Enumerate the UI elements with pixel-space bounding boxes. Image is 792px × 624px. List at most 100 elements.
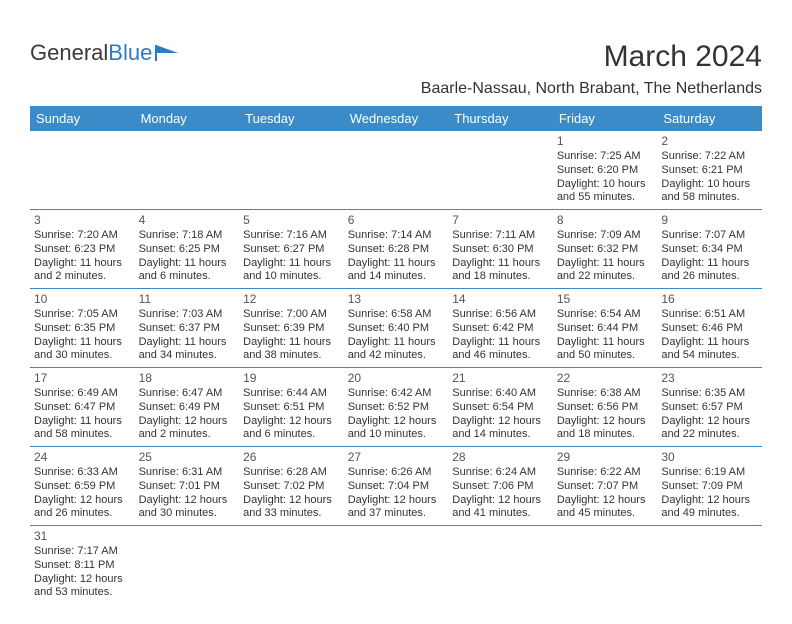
day-detail: Daylight: 12 hours — [557, 494, 654, 508]
day-detail: and 46 minutes. — [452, 349, 549, 363]
day-detail: Sunset: 6:49 PM — [139, 401, 236, 415]
day-detail: Sunset: 6:54 PM — [452, 401, 549, 415]
day-detail: and 26 minutes. — [34, 507, 131, 521]
day-number: 5 — [243, 213, 340, 228]
day-number: 10 — [34, 292, 131, 307]
weekday-header: Monday — [135, 106, 240, 131]
weekday-header: Friday — [553, 106, 658, 131]
day-detail: and 41 minutes. — [452, 507, 549, 521]
day-number: 3 — [34, 213, 131, 228]
day-number: 2 — [661, 134, 758, 149]
day-detail: Sunrise: 7:18 AM — [139, 229, 236, 243]
day-number: 23 — [661, 371, 758, 386]
day-detail: Daylight: 11 hours — [452, 336, 549, 350]
calendar-cell: 11Sunrise: 7:03 AMSunset: 6:37 PMDayligh… — [135, 289, 240, 368]
day-detail: and 50 minutes. — [557, 349, 654, 363]
calendar-cell — [30, 131, 135, 210]
day-detail: Sunrise: 6:40 AM — [452, 387, 549, 401]
calendar-cell: 15Sunrise: 6:54 AMSunset: 6:44 PMDayligh… — [553, 289, 658, 368]
day-detail: and 22 minutes. — [661, 428, 758, 442]
calendar-row: 24Sunrise: 6:33 AMSunset: 6:59 PMDayligh… — [30, 447, 762, 526]
calendar-cell: 28Sunrise: 6:24 AMSunset: 7:06 PMDayligh… — [448, 447, 553, 526]
day-detail: and 37 minutes. — [348, 507, 445, 521]
day-detail: Sunrise: 6:33 AM — [34, 466, 131, 480]
day-number: 26 — [243, 450, 340, 465]
day-number: 17 — [34, 371, 131, 386]
day-detail: Daylight: 11 hours — [348, 336, 445, 350]
day-detail: Daylight: 11 hours — [557, 336, 654, 350]
day-detail: Sunset: 6:21 PM — [661, 164, 758, 178]
day-detail: and 2 minutes. — [34, 270, 131, 284]
day-number: 21 — [452, 371, 549, 386]
calendar-cell: 16Sunrise: 6:51 AMSunset: 6:46 PMDayligh… — [657, 289, 762, 368]
day-detail: Sunrise: 6:22 AM — [557, 466, 654, 480]
calendar-row: 31Sunrise: 7:17 AMSunset: 8:11 PMDayligh… — [30, 526, 762, 605]
day-detail: Sunrise: 6:31 AM — [139, 466, 236, 480]
logo-text-2: Blue — [108, 40, 152, 66]
day-detail: Sunrise: 6:56 AM — [452, 308, 549, 322]
day-detail: Daylight: 10 hours — [661, 178, 758, 192]
day-detail: and 10 minutes. — [348, 428, 445, 442]
day-number: 22 — [557, 371, 654, 386]
day-detail: Sunset: 6:59 PM — [34, 480, 131, 494]
month-title: March 2024 — [421, 40, 762, 74]
day-detail: and 38 minutes. — [243, 349, 340, 363]
day-detail: Sunset: 6:28 PM — [348, 243, 445, 257]
calendar-table: SundayMondayTuesdayWednesdayThursdayFrid… — [30, 106, 762, 604]
day-detail: Sunrise: 7:05 AM — [34, 308, 131, 322]
calendar-cell: 10Sunrise: 7:05 AMSunset: 6:35 PMDayligh… — [30, 289, 135, 368]
calendar-cell — [448, 526, 553, 605]
calendar-cell — [344, 526, 449, 605]
day-detail: Sunset: 7:07 PM — [557, 480, 654, 494]
day-detail: Daylight: 11 hours — [139, 336, 236, 350]
day-detail: Daylight: 12 hours — [34, 573, 131, 587]
day-detail: Sunrise: 6:26 AM — [348, 466, 445, 480]
day-number: 29 — [557, 450, 654, 465]
day-detail: and 6 minutes. — [243, 428, 340, 442]
page: GeneralBlue March 2024 Baarle-Nassau, No… — [0, 0, 792, 624]
day-detail: and 22 minutes. — [557, 270, 654, 284]
day-detail: Daylight: 11 hours — [34, 415, 131, 429]
calendar-cell: 25Sunrise: 6:31 AMSunset: 7:01 PMDayligh… — [135, 447, 240, 526]
day-detail: Daylight: 11 hours — [348, 257, 445, 271]
title-block: March 2024 Baarle-Nassau, North Brabant,… — [421, 40, 762, 98]
day-detail: Daylight: 11 hours — [452, 257, 549, 271]
day-detail: Sunset: 6:20 PM — [557, 164, 654, 178]
day-detail: Sunrise: 7:00 AM — [243, 308, 340, 322]
calendar-cell: 7Sunrise: 7:11 AMSunset: 6:30 PMDaylight… — [448, 210, 553, 289]
day-number: 8 — [557, 213, 654, 228]
calendar-cell: 12Sunrise: 7:00 AMSunset: 6:39 PMDayligh… — [239, 289, 344, 368]
day-detail: Sunset: 6:34 PM — [661, 243, 758, 257]
day-detail: and 18 minutes. — [557, 428, 654, 442]
day-detail: Sunset: 7:02 PM — [243, 480, 340, 494]
day-detail: Sunrise: 7:16 AM — [243, 229, 340, 243]
day-detail: and 2 minutes. — [139, 428, 236, 442]
day-detail: and 49 minutes. — [661, 507, 758, 521]
day-detail: Daylight: 10 hours — [557, 178, 654, 192]
day-detail: Sunset: 6:25 PM — [139, 243, 236, 257]
calendar-cell: 5Sunrise: 7:16 AMSunset: 6:27 PMDaylight… — [239, 210, 344, 289]
day-detail: Sunrise: 6:44 AM — [243, 387, 340, 401]
calendar-cell: 3Sunrise: 7:20 AMSunset: 6:23 PMDaylight… — [30, 210, 135, 289]
calendar-cell: 29Sunrise: 6:22 AMSunset: 7:07 PMDayligh… — [553, 447, 658, 526]
day-detail: Sunrise: 6:28 AM — [243, 466, 340, 480]
day-number: 27 — [348, 450, 445, 465]
logo-flag-icon — [154, 43, 180, 63]
calendar-cell: 27Sunrise: 6:26 AMSunset: 7:04 PMDayligh… — [344, 447, 449, 526]
day-detail: Daylight: 12 hours — [243, 494, 340, 508]
calendar-cell: 22Sunrise: 6:38 AMSunset: 6:56 PMDayligh… — [553, 368, 658, 447]
day-detail: Sunrise: 7:17 AM — [34, 545, 131, 559]
day-number: 14 — [452, 292, 549, 307]
calendar-cell: 9Sunrise: 7:07 AMSunset: 6:34 PMDaylight… — [657, 210, 762, 289]
day-detail: Daylight: 12 hours — [661, 415, 758, 429]
day-detail: Sunset: 6:57 PM — [661, 401, 758, 415]
day-detail: Sunset: 6:47 PM — [34, 401, 131, 415]
day-detail: Daylight: 11 hours — [243, 257, 340, 271]
day-detail: Sunrise: 6:47 AM — [139, 387, 236, 401]
calendar-cell: 31Sunrise: 7:17 AMSunset: 8:11 PMDayligh… — [30, 526, 135, 605]
day-number: 12 — [243, 292, 340, 307]
day-detail: Sunrise: 6:35 AM — [661, 387, 758, 401]
day-detail: Daylight: 11 hours — [34, 336, 131, 350]
day-detail: and 30 minutes. — [139, 507, 236, 521]
day-detail: and 55 minutes. — [557, 191, 654, 205]
